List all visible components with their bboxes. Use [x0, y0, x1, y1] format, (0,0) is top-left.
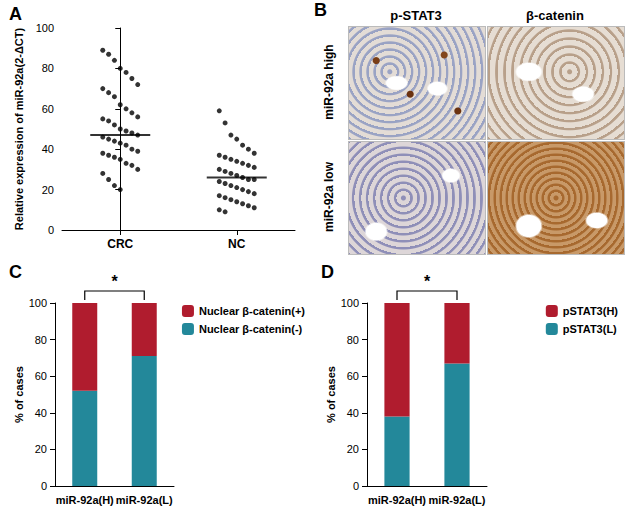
svg-text:pSTAT3(H): pSTAT3(H) — [563, 305, 619, 317]
svg-text:20: 20 — [42, 184, 54, 196]
svg-text:% of cases: % of cases — [325, 366, 337, 423]
svg-text:Nuclear β-catenin(-): Nuclear β-catenin(-) — [199, 323, 303, 335]
svg-text:80: 80 — [347, 334, 359, 346]
svg-text:0: 0 — [41, 480, 47, 492]
svg-text:A: A — [9, 4, 22, 24]
svg-text:0: 0 — [48, 224, 54, 236]
svg-text:miR-92a(H): miR-92a(H) — [368, 494, 426, 506]
svg-text:0: 0 — [353, 480, 359, 492]
svg-text:40: 40 — [347, 407, 359, 419]
html-text:p-STAT3: p-STAT3 — [390, 8, 442, 23]
svg-text:100: 100 — [36, 22, 54, 34]
svg-text:100: 100 — [29, 297, 47, 309]
svg-text:% of cases: % of cases — [13, 366, 25, 423]
svg-text:80: 80 — [42, 62, 54, 74]
svg-text:60: 60 — [35, 370, 47, 382]
svg-text:miR-92a(H): miR-92a(H) — [56, 494, 114, 506]
svg-text:pSTAT3(L): pSTAT3(L) — [563, 323, 617, 335]
svg-text:Nuclear β-catenin(+): Nuclear β-catenin(+) — [199, 305, 305, 317]
html-text:β-catenin: β-catenin — [526, 8, 584, 23]
html-text:miR-92a high: miR-92a high — [322, 44, 336, 120]
svg-text:D: D — [321, 262, 334, 282]
svg-text:Relative expression of miR-92a: Relative expression of miR-92a(2-ΔCT) — [13, 28, 25, 231]
html-text:B: B — [314, 0, 327, 20]
svg-text:40: 40 — [42, 143, 54, 155]
svg-text:40: 40 — [35, 407, 47, 419]
svg-text:miR-92a(L): miR-92a(L) — [429, 494, 486, 506]
svg-text:NC: NC — [228, 237, 246, 251]
svg-text:60: 60 — [347, 370, 359, 382]
html-text:miR-92a low: miR-92a low — [322, 162, 336, 232]
svg-text:80: 80 — [35, 334, 47, 346]
svg-text:20: 20 — [35, 443, 47, 455]
svg-text:100: 100 — [341, 297, 359, 309]
svg-text:60: 60 — [42, 103, 54, 115]
svg-text:*: * — [424, 273, 431, 290]
svg-text:*: * — [111, 273, 118, 290]
svg-text:20: 20 — [347, 443, 359, 455]
svg-text:miR-92a(L): miR-92a(L) — [116, 494, 173, 506]
svg-text:CRC: CRC — [107, 237, 133, 251]
svg-text:C: C — [9, 262, 22, 282]
